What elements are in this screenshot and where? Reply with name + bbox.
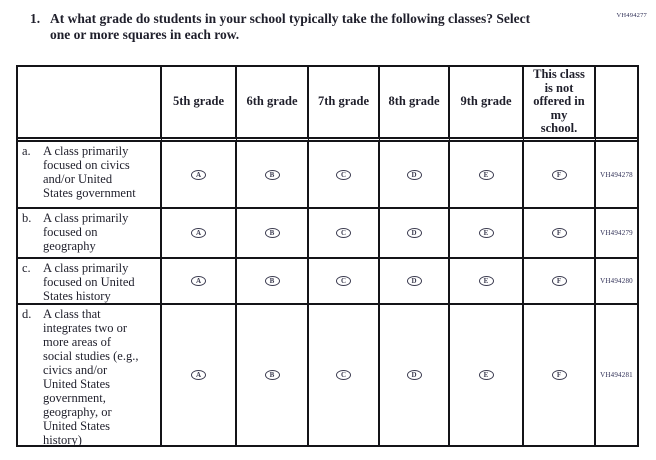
answer-cell-d-not-offered[interactable]: F <box>524 305 596 445</box>
answer-bubble-icon[interactable]: B <box>264 228 280 238</box>
header-cell-not-offered: This class is not offered in my school. <box>524 67 596 142</box>
form-item-code: VH494277 <box>616 12 647 19</box>
answer-cell-b-6th[interactable]: B <box>237 209 309 259</box>
header-cell-5th-grade: 5th grade <box>162 67 237 142</box>
question-text: At what grade do students in your school… <box>50 11 530 42</box>
answer-bubble-icon[interactable]: A <box>191 169 206 180</box>
row-label-text-d: A class that integrates two or more area… <box>43 307 139 445</box>
answer-bubble-icon[interactable]: B <box>264 370 280 380</box>
answer-cell-c-6th[interactable]: B <box>237 259 309 305</box>
row-letter-a: a. <box>22 144 31 158</box>
answer-cell-d-6th[interactable]: B <box>237 305 309 445</box>
row-code-d: VH494281 <box>600 371 633 379</box>
answer-bubble-icon[interactable]: A <box>191 228 206 238</box>
row-label-text-a: A class primarily focused on civics and/… <box>43 144 136 200</box>
row-label-b: b. A class primarily focused on geograph… <box>18 209 162 259</box>
answer-cell-c-8th[interactable]: D <box>380 259 450 305</box>
answer-cell-b-7th[interactable]: C <box>309 209 380 259</box>
answer-cell-a-9th[interactable]: E <box>450 142 524 209</box>
answer-cell-c-not-offered[interactable]: F <box>524 259 596 305</box>
answer-cell-c-5th[interactable]: A <box>162 259 237 305</box>
row-code-b: VH494279 <box>596 209 637 259</box>
header-code-empty-cell <box>596 67 637 142</box>
answer-bubble-icon[interactable]: C <box>336 228 351 238</box>
answer-bubble-icon[interactable]: D <box>406 169 422 180</box>
answer-cell-b-not-offered[interactable]: F <box>524 209 596 259</box>
answer-cell-d-7th[interactable]: C <box>309 305 380 445</box>
answer-bubble-icon[interactable]: D <box>406 370 422 380</box>
answer-cell-d-5th[interactable]: A <box>162 305 237 445</box>
question-text-line-1: At what grade do students in your school… <box>50 11 531 26</box>
row-label-text-b: A class primarily focused on geography <box>43 211 129 253</box>
row-letter-c: c. <box>22 261 31 275</box>
answer-cell-a-7th[interactable]: C <box>309 142 380 209</box>
row-label-a: a. A class primarily focused on civics a… <box>18 142 162 209</box>
question-number: 1. <box>30 11 41 26</box>
row-letter-b: b. <box>22 211 32 225</box>
answer-bubble-icon[interactable]: C <box>336 370 351 380</box>
answer-bubble-icon[interactable]: F <box>551 169 567 180</box>
row-code-c: VH494280 <box>596 259 637 305</box>
answer-bubble-icon[interactable]: E <box>478 370 494 380</box>
answer-bubble-icon[interactable]: A <box>191 370 206 380</box>
header-cell-9th-grade: 9th grade <box>450 67 524 142</box>
header-cell-6th-grade: 6th grade <box>237 67 309 142</box>
answer-cell-a-not-offered[interactable]: F <box>524 142 596 209</box>
answer-bubble-icon[interactable]: E <box>478 276 494 286</box>
answer-bubble-icon[interactable]: F <box>551 276 567 286</box>
question-text-line-2: one or more squares in each row. <box>50 26 240 42</box>
answer-bubble-icon[interactable]: A <box>191 276 206 286</box>
answer-bubble-icon[interactable]: E <box>478 169 494 180</box>
answer-bubble-icon[interactable]: D <box>406 228 422 238</box>
row-label-c: c. A class primarily focused on United S… <box>18 259 162 305</box>
row-letter-d: d. <box>22 307 32 321</box>
answer-cell-a-6th[interactable]: B <box>237 142 309 209</box>
answer-cell-d-8th[interactable]: D <box>380 305 450 445</box>
answer-bubble-icon[interactable]: D <box>406 276 422 286</box>
header-cell-7th-grade: 7th grade <box>309 67 380 142</box>
answer-cell-c-9th[interactable]: E <box>450 259 524 305</box>
row-label-d: d. A class that integrates two or more a… <box>18 305 162 445</box>
answer-cell-a-8th[interactable]: D <box>380 142 450 209</box>
question-block: 1. At what grade do students in your sch… <box>30 11 530 42</box>
answer-grid-table: 5th grade 6th grade 7th grade 8th grade … <box>16 65 639 447</box>
answer-cell-b-9th[interactable]: E <box>450 209 524 259</box>
row-code-a: VH494278 <box>596 142 637 209</box>
answer-cell-c-7th[interactable]: C <box>309 259 380 305</box>
answer-cell-b-8th[interactable]: D <box>380 209 450 259</box>
answer-cell-a-5th[interactable]: A <box>162 142 237 209</box>
row-label-text-c: A class primarily focused on United Stat… <box>43 261 135 303</box>
answer-cell-b-5th[interactable]: A <box>162 209 237 259</box>
header-empty-cell <box>18 67 162 142</box>
answer-bubble-icon[interactable]: E <box>478 228 494 238</box>
answer-bubble-icon[interactable]: F <box>551 228 567 238</box>
answer-bubble-icon[interactable]: B <box>264 169 280 180</box>
answer-bubble-icon[interactable]: C <box>336 169 351 180</box>
answer-bubble-icon[interactable]: F <box>551 370 567 380</box>
answer-cell-d-9th[interactable]: E <box>450 305 524 445</box>
answer-bubble-icon[interactable]: B <box>264 276 280 286</box>
header-cell-8th-grade: 8th grade <box>380 67 450 142</box>
answer-bubble-icon[interactable]: C <box>336 276 351 286</box>
